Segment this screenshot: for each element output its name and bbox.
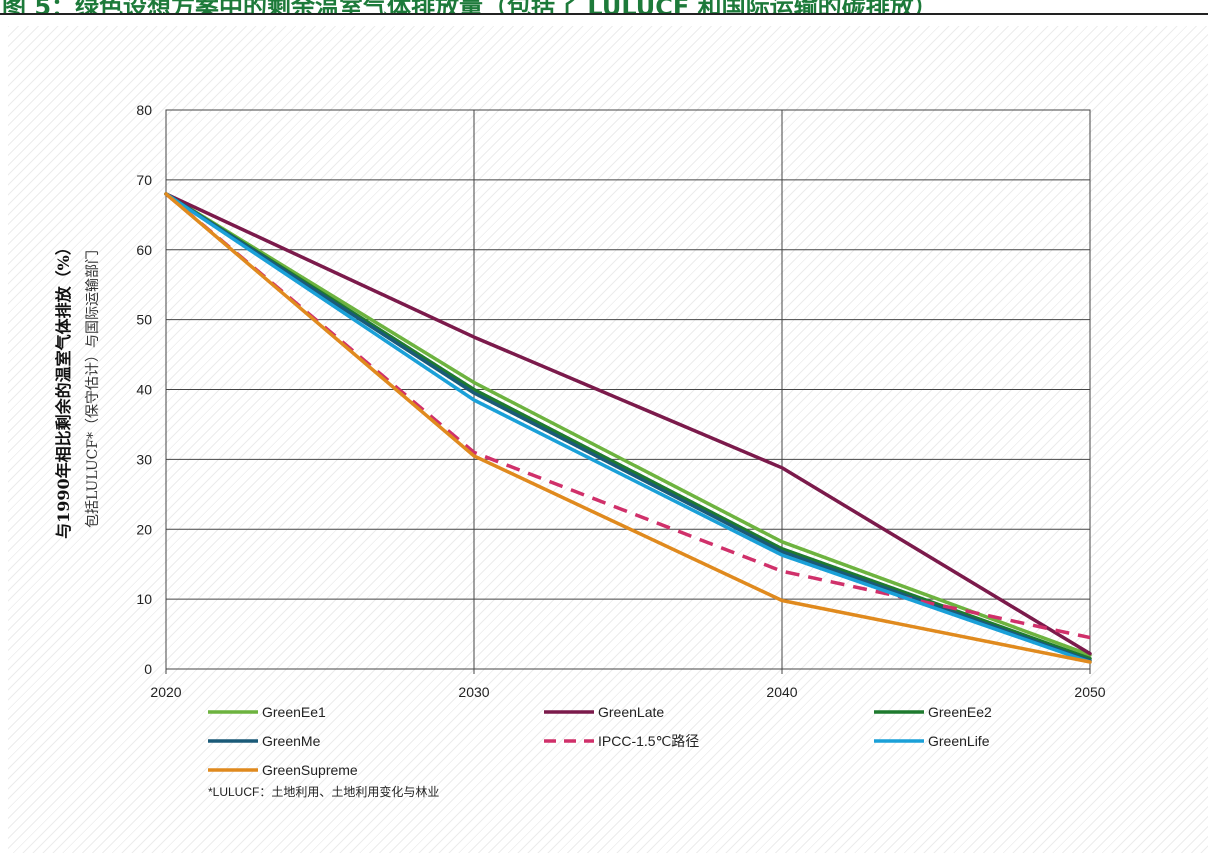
y-axis-sublabel: 包括LULUCF*（保守估计）与国际运输部门 <box>85 250 101 528</box>
y-tick-label: 60 <box>136 242 152 258</box>
legend-label: GreenLate <box>598 704 664 720</box>
y-tick-label: 0 <box>144 661 152 677</box>
x-tick-label: 2030 <box>458 684 489 700</box>
chart-canvas: 0 10 20 30 40 50 60 70 80 2020 2030 2040 2050 GreenE… <box>8 26 1208 853</box>
legend-label: GreenLife <box>928 733 990 749</box>
y-tick-label: 50 <box>136 312 152 328</box>
y-tick-label: 70 <box>136 172 152 188</box>
legend-item: GreenSupreme <box>208 762 358 778</box>
y-axis-label: 与1990年相比剩余的温室气体排放（%） <box>54 239 73 539</box>
legend-item: GreenLife <box>874 733 990 749</box>
legend-item: IPCC-1.5℃路径 <box>544 733 699 749</box>
legend-item: GreenEe1 <box>208 704 326 720</box>
x-tick-label: 2050 <box>1074 684 1105 700</box>
legend-item: GreenLate <box>544 704 664 720</box>
y-tick-label: 40 <box>136 382 152 398</box>
figure-title: 图 5：绿色设想方案中的剩余温室气体排放量（包括了 LULUCF 和国际运输的碳… <box>2 0 938 15</box>
series-lines <box>164 192 1092 664</box>
y-tick-label: 80 <box>136 102 152 118</box>
series-line-greenlate <box>164 192 1092 656</box>
footnote: *LULUCF：土地利用、土地利用变化与林业 <box>208 784 439 799</box>
series-line-greensupreme <box>164 192 1092 664</box>
series-line-greenee1 <box>164 192 1092 657</box>
legend-label: GreenMe <box>262 733 321 749</box>
legend-item: GreenMe <box>208 733 321 749</box>
legend: GreenEe1 GreenLate GreenEe2 GreenMe IPCC-1.5… <box>208 704 992 778</box>
series-line-greenee2 <box>164 192 1092 661</box>
y-tick-label: 20 <box>136 521 152 537</box>
legend-item: GreenEe2 <box>874 704 992 720</box>
legend-label: IPCC-1.5℃路径 <box>598 733 699 749</box>
legend-label: GreenEe2 <box>928 704 992 720</box>
x-tick-label: 2020 <box>150 684 181 700</box>
legend-label: GreenEe1 <box>262 704 326 720</box>
legend-label: GreenSupreme <box>262 762 358 778</box>
grid <box>165 109 1091 670</box>
y-tick-label: 10 <box>136 591 152 607</box>
series-line-greenme <box>164 192 1092 663</box>
figure-header: 图 5：绿色设想方案中的剩余温室气体排放量（包括了 LULUCF 和国际运输的碳… <box>0 0 1208 15</box>
series-line-greenlife <box>164 192 1092 664</box>
x-tick-label: 2040 <box>766 684 797 700</box>
y-tick-label: 30 <box>136 451 152 467</box>
